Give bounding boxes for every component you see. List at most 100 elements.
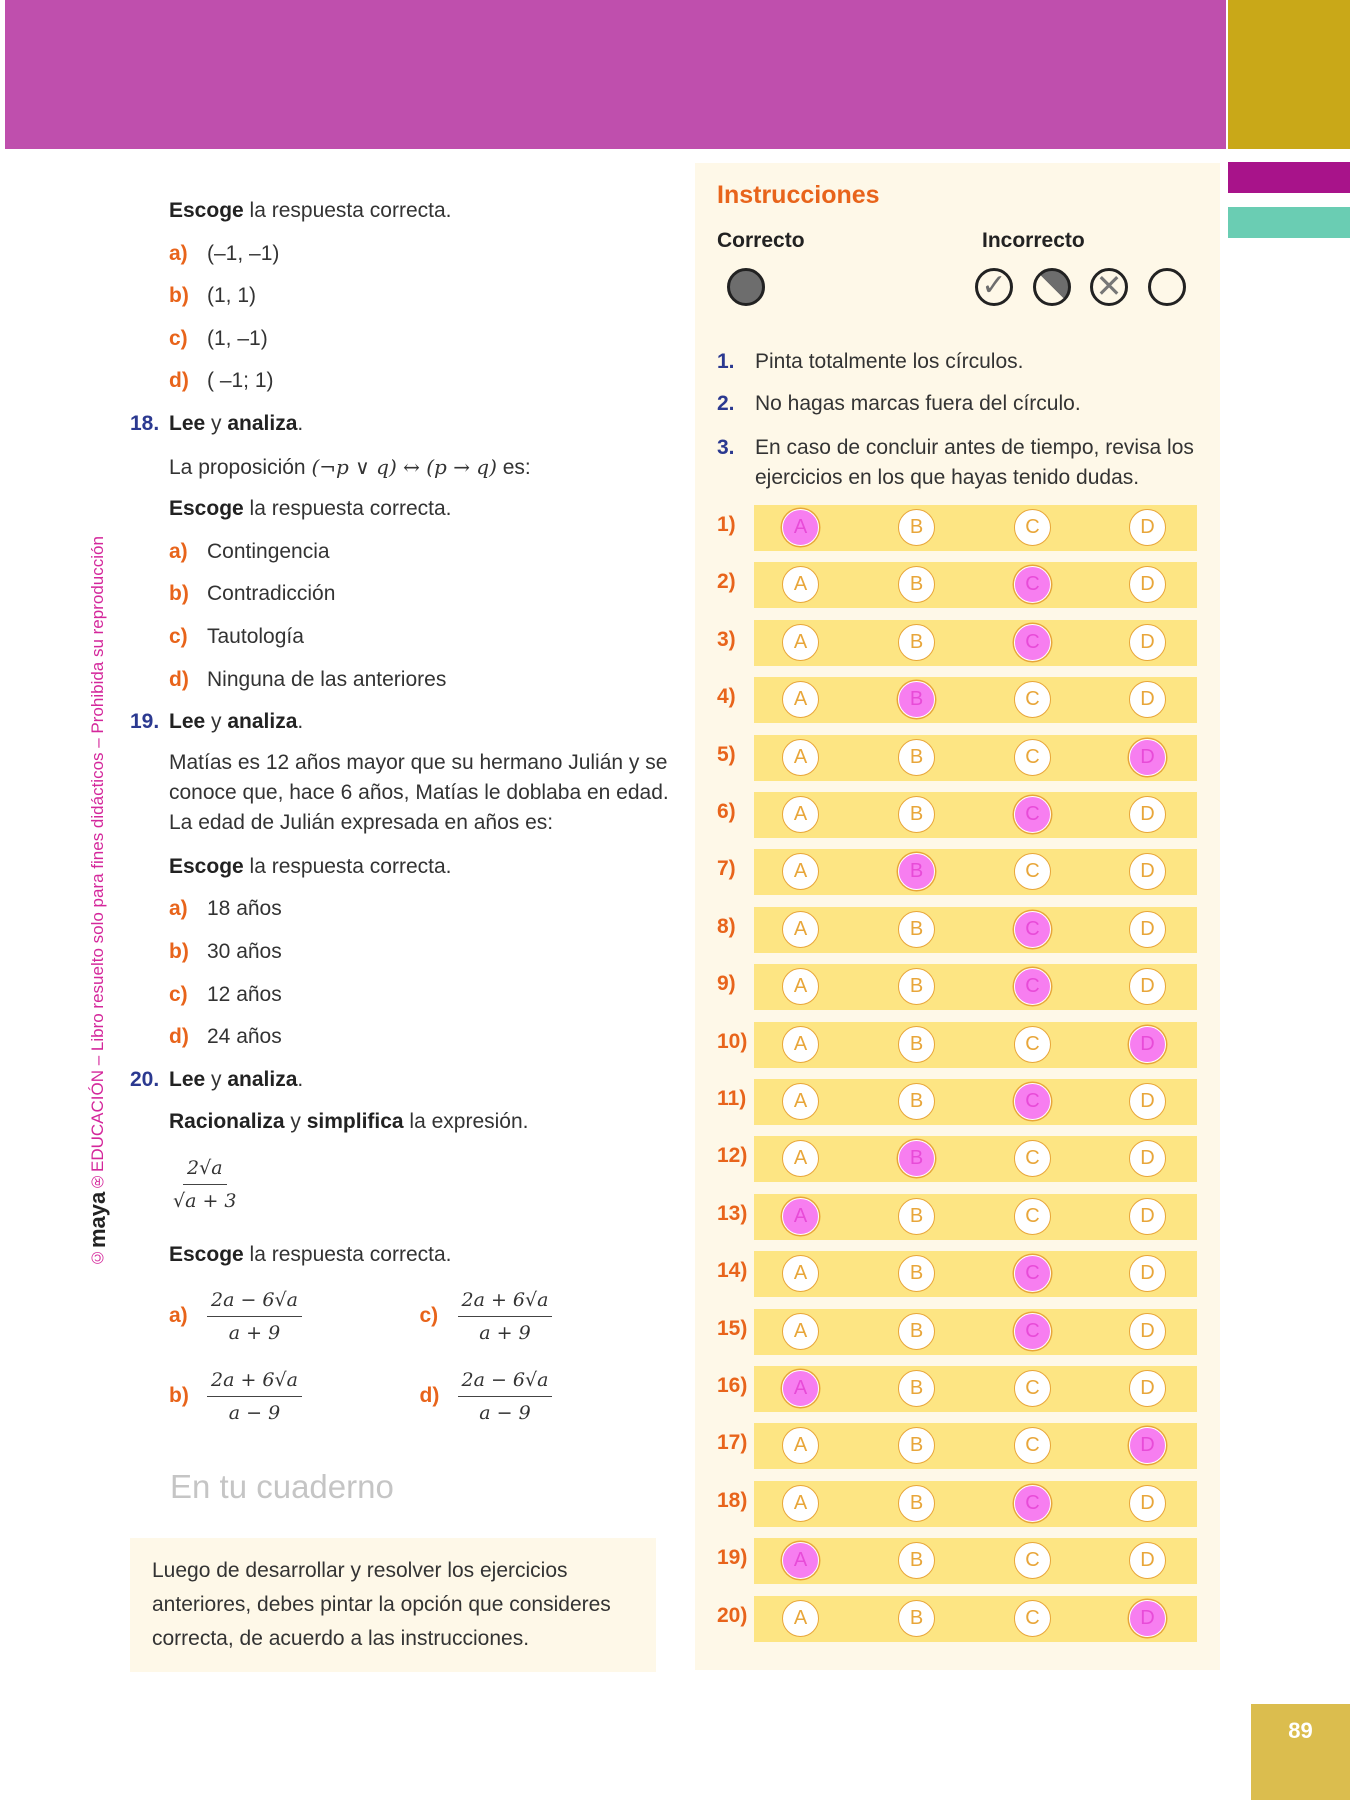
answer-bubble-a[interactable]: A (782, 1197, 819, 1235)
answer-bubble-a[interactable]: A (782, 1025, 819, 1063)
answer-bubble-a[interactable]: A (782, 1427, 819, 1465)
row-label: 4) (717, 685, 736, 709)
answer-bubble-c[interactable]: C (1014, 968, 1051, 1006)
answer-bubble-a[interactable]: A (782, 853, 819, 891)
answer-bubble-a[interactable]: A (782, 566, 819, 604)
answer-bubble-c[interactable]: C (1014, 1025, 1051, 1063)
answer-bubble-b[interactable]: B (898, 1083, 935, 1120)
answer-bubble-d[interactable]: D (1129, 1370, 1166, 1407)
answer-bubble-a[interactable]: A (782, 910, 819, 948)
answer-bubble-d[interactable]: D (1129, 1083, 1166, 1120)
answer-bubble-d[interactable]: D (1129, 623, 1166, 661)
answer-bubble-c[interactable]: C (1014, 1140, 1051, 1178)
answer-row: 12) A B C D (695, 1136, 1220, 1183)
row-band (754, 619, 1197, 666)
answer-bubble-d[interactable]: D (1129, 566, 1166, 604)
answer-bubble-c[interactable]: C (1014, 1255, 1051, 1293)
answer-bubble-d[interactable]: D (1129, 1484, 1166, 1522)
answer-bubble-a[interactable]: A (782, 1370, 819, 1407)
answer-bubble-c[interactable]: C (1014, 566, 1051, 604)
answer-bubble-b[interactable]: B (898, 1140, 935, 1178)
answer-bubble-d[interactable]: D (1129, 738, 1166, 776)
answer-bubble-d[interactable]: D (1129, 1197, 1166, 1235)
answer-bubble-c[interactable]: C (1014, 796, 1051, 833)
answer-bubble-c[interactable]: C (1014, 509, 1051, 546)
answer-bubble-a[interactable]: A (782, 1083, 819, 1120)
answer-bubble-d[interactable]: D (1129, 681, 1166, 719)
answer-bubble-c[interactable]: C (1014, 853, 1051, 891)
answer-bubble-d[interactable]: D (1129, 968, 1166, 1006)
answer-bubble-d[interactable]: D (1129, 1427, 1166, 1465)
answer-bubble-a[interactable]: A (782, 681, 819, 719)
answer-bubble-c[interactable]: C (1014, 1312, 1051, 1350)
answer-bubble-c[interactable]: C (1014, 1083, 1051, 1120)
answer-bubble-a[interactable]: A (782, 623, 819, 661)
answer-bubble-d[interactable]: D (1129, 1312, 1166, 1350)
answer-bubble-b[interactable]: B (898, 1312, 935, 1350)
answer-bubble-a[interactable]: A (782, 1312, 819, 1350)
option-letter: c) (169, 982, 188, 1006)
answer-bubble-b[interactable]: B (898, 910, 935, 948)
answer-bubble-c[interactable]: C (1014, 1197, 1051, 1235)
answer-bubble-d[interactable]: D (1129, 509, 1166, 546)
answer-bubble-c[interactable]: C (1014, 738, 1051, 776)
answer-bubble-c[interactable]: C (1014, 1542, 1051, 1580)
answer-bubble-b[interactable]: B (898, 1427, 935, 1465)
answer-bubble-b[interactable]: B (898, 509, 935, 546)
answer-bubble-a[interactable]: A (782, 1599, 819, 1637)
row-band (754, 849, 1197, 896)
answer-bubble-c[interactable]: C (1014, 681, 1051, 719)
answer-bubble-b[interactable]: B (898, 1370, 935, 1407)
answer-bubble-a[interactable]: A (782, 509, 819, 546)
section-tab-magenta (1228, 162, 1350, 193)
row-band (754, 734, 1197, 781)
answer-bubble-a[interactable]: A (782, 1255, 819, 1293)
answer-option: b) Contradicción (130, 573, 670, 616)
answer-bubble-d[interactable]: D (1129, 910, 1166, 948)
answer-bubble-d[interactable]: D (1129, 1025, 1166, 1063)
answer-bubble-a[interactable]: A (782, 968, 819, 1006)
answer-bubble-b[interactable]: B (898, 566, 935, 604)
answer-bubble-d[interactable]: D (1129, 796, 1166, 833)
answer-bubble-b[interactable]: B (898, 681, 935, 719)
cross-circle-icon: ✕ (1090, 268, 1128, 306)
answer-bubble-c[interactable]: C (1014, 1599, 1051, 1637)
answer-bubble-a[interactable]: A (782, 1484, 819, 1522)
answer-bubble-d[interactable]: D (1129, 853, 1166, 891)
answer-bubble-c[interactable]: C (1014, 1427, 1051, 1465)
answer-bubble-b[interactable]: B (898, 1484, 935, 1522)
row-band (754, 1366, 1197, 1412)
answer-bubble-b[interactable]: B (898, 1255, 935, 1293)
answer-bubble-a[interactable]: A (782, 1542, 819, 1580)
answer-bubble-a[interactable]: A (782, 738, 819, 776)
option-letter: a) (169, 241, 188, 265)
option-text: 18 años (207, 897, 282, 921)
answer-bubble-b[interactable]: B (898, 738, 935, 776)
answer-bubble-a[interactable]: A (782, 1140, 819, 1178)
row-band (754, 906, 1197, 953)
answer-bubble-b[interactable]: B (898, 1542, 935, 1580)
answer-bubble-b[interactable]: B (898, 623, 935, 661)
row-band (754, 1021, 1197, 1068)
option-letter: b) (169, 582, 189, 606)
answer-bubble-b[interactable]: B (898, 1025, 935, 1063)
answer-bubble-d[interactable]: D (1129, 1542, 1166, 1580)
answer-bubble-c[interactable]: C (1014, 1370, 1051, 1407)
option-text: Ninguna de las anteriores (207, 667, 447, 691)
answer-bubble-b[interactable]: B (898, 853, 935, 891)
answer-bubble-b[interactable]: B (898, 968, 935, 1006)
answer-bubble-b[interactable]: B (898, 1599, 935, 1637)
question-19-heading: 19. Lee y analiza. (130, 710, 304, 734)
section-tab-teal (1228, 207, 1350, 238)
answer-bubble-b[interactable]: B (898, 1197, 935, 1235)
answer-bubble-b[interactable]: B (898, 796, 935, 833)
row-band (754, 505, 1197, 551)
answer-bubble-d[interactable]: D (1129, 1599, 1166, 1637)
answer-bubble-c[interactable]: C (1014, 623, 1051, 661)
answer-bubble-c[interactable]: C (1014, 1484, 1051, 1522)
answer-bubble-c[interactable]: C (1014, 910, 1051, 948)
answer-bubble-d[interactable]: D (1129, 1255, 1166, 1293)
fraction: 2a + 6√a a − 9 (207, 1364, 302, 1429)
answer-bubble-a[interactable]: A (782, 796, 819, 833)
answer-bubble-d[interactable]: D (1129, 1140, 1166, 1178)
